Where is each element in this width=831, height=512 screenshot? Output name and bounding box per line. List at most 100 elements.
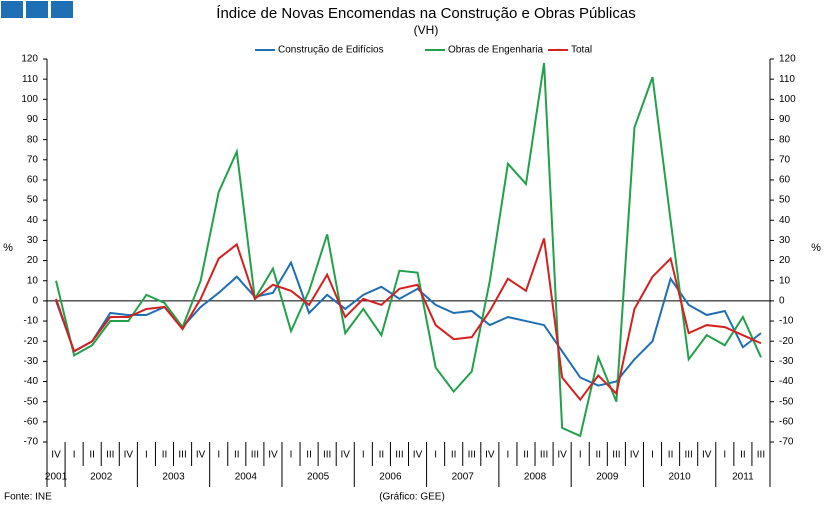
x-tick-label: II bbox=[162, 450, 168, 461]
x-tick-label: III bbox=[323, 450, 331, 461]
x-tick-label: II bbox=[306, 450, 312, 461]
x-tick-label: IV bbox=[124, 450, 134, 461]
year-label: 2011 bbox=[732, 472, 754, 483]
chart-title: Índice de Novas Encomendas na Construção… bbox=[216, 5, 635, 22]
x-tick-label: III bbox=[251, 450, 259, 461]
x-tick-label: IV bbox=[702, 450, 712, 461]
series-line bbox=[55, 62, 762, 438]
x-tick-label: II bbox=[523, 450, 529, 461]
x-tick-label: IV bbox=[630, 450, 640, 461]
y2-tick-label: 70 bbox=[779, 154, 791, 165]
y2-tick-label: 110 bbox=[779, 74, 795, 85]
y2-tick-label: 0 bbox=[779, 296, 785, 307]
y-tick-label: -40 bbox=[24, 376, 39, 387]
y2-tick-label: 60 bbox=[779, 175, 791, 186]
y-tick-label: -50 bbox=[24, 396, 39, 407]
series-line bbox=[55, 260, 762, 387]
y2-tick-label: 120 bbox=[779, 54, 796, 65]
x-tick-label: IV bbox=[196, 450, 206, 461]
x-tick-label: I bbox=[651, 450, 654, 461]
year-label: 2002 bbox=[90, 472, 113, 483]
header-icon bbox=[51, 1, 73, 18]
y-tick-label: 30 bbox=[27, 235, 39, 246]
x-tick-label: IV bbox=[341, 450, 351, 461]
y-tick-label: -30 bbox=[24, 356, 39, 367]
y-axis-label: % bbox=[3, 242, 13, 254]
legend-label: Total bbox=[571, 45, 592, 56]
x-tick-label: II bbox=[596, 450, 602, 461]
x-tick-label: I bbox=[145, 450, 148, 461]
credit: (Gráfico: GEE) bbox=[379, 492, 445, 503]
legend-label: Construção de Edifícios bbox=[278, 45, 384, 56]
y2-tick-label: 10 bbox=[779, 275, 791, 286]
x-tick-label: I bbox=[579, 450, 582, 461]
y2-tick-label: 90 bbox=[779, 114, 791, 125]
x-tick-label: II bbox=[379, 450, 385, 461]
x-tick-label: III bbox=[540, 450, 548, 461]
x-tick-label: III bbox=[106, 450, 114, 461]
x-tick-label: II bbox=[740, 450, 746, 461]
year-label: 2008 bbox=[524, 472, 547, 483]
y-tick-label: 70 bbox=[27, 154, 39, 165]
y2-tick-label: -10 bbox=[779, 316, 794, 327]
y-tick-label: 20 bbox=[27, 255, 39, 266]
y2-tick-label: 50 bbox=[779, 195, 791, 206]
x-tick-label: I bbox=[507, 450, 510, 461]
year-label: 2006 bbox=[379, 472, 402, 483]
x-tick-label: IV bbox=[485, 450, 495, 461]
y2-tick-label: 40 bbox=[779, 215, 791, 226]
y2-tick-label: 30 bbox=[779, 235, 791, 246]
x-tick-label: III bbox=[612, 450, 620, 461]
x-tick-label: III bbox=[757, 450, 765, 461]
y2-tick-label: -20 bbox=[779, 336, 794, 347]
series-line bbox=[55, 238, 762, 402]
year-label: 2005 bbox=[307, 472, 330, 483]
y-tick-label: -60 bbox=[24, 416, 39, 427]
y2-tick-label: -70 bbox=[779, 437, 794, 448]
y2-tick-label: -60 bbox=[779, 416, 794, 427]
y-tick-label: 10 bbox=[27, 275, 39, 286]
y-tick-label: 120 bbox=[21, 54, 38, 65]
header-icon bbox=[26, 1, 48, 18]
y2-tick-label: -30 bbox=[779, 356, 794, 367]
x-tick-label: I bbox=[362, 450, 365, 461]
year-label: 2007 bbox=[452, 472, 475, 483]
y2-tick-label: 20 bbox=[779, 255, 791, 266]
x-tick-label: I bbox=[723, 450, 726, 461]
x-tick-label: III bbox=[468, 450, 476, 461]
year-label: 2004 bbox=[235, 472, 258, 483]
year-label: 2009 bbox=[596, 472, 619, 483]
x-tick-label: III bbox=[684, 450, 692, 461]
y-tick-label: 100 bbox=[21, 94, 38, 105]
y-tick-label: -70 bbox=[24, 437, 39, 448]
source: Fonte: INE bbox=[4, 492, 52, 503]
x-tick-label: II bbox=[451, 450, 457, 461]
y2-tick-label: -50 bbox=[779, 396, 794, 407]
y-tick-label: -10 bbox=[24, 316, 39, 327]
x-tick-label: II bbox=[668, 450, 674, 461]
chart-subtitle: (VH) bbox=[414, 23, 439, 37]
y-tick-label: 80 bbox=[27, 134, 39, 145]
x-tick-label: IV bbox=[413, 450, 423, 461]
x-tick-label: I bbox=[290, 450, 293, 461]
y-tick-label: 60 bbox=[27, 175, 39, 186]
y-tick-label: 40 bbox=[27, 215, 39, 226]
y2-tick-label: 100 bbox=[779, 94, 796, 105]
x-tick-label: I bbox=[73, 450, 76, 461]
year-label: 2003 bbox=[162, 472, 185, 483]
year-label: 2001 bbox=[45, 472, 68, 483]
x-tick-label: II bbox=[234, 450, 240, 461]
y2-axis-label: % bbox=[811, 242, 821, 254]
header-icon bbox=[1, 1, 23, 18]
y-tick-label: 110 bbox=[22, 74, 38, 85]
x-tick-label: IV bbox=[557, 450, 567, 461]
x-tick-label: IV bbox=[51, 450, 61, 461]
y-tick-label: -20 bbox=[24, 336, 39, 347]
x-tick-label: II bbox=[89, 450, 95, 461]
x-tick-label: I bbox=[434, 450, 437, 461]
y-tick-label: 90 bbox=[27, 114, 39, 125]
x-tick-label: III bbox=[395, 450, 403, 461]
y-tick-label: 0 bbox=[32, 296, 38, 307]
x-tick-label: III bbox=[178, 450, 186, 461]
